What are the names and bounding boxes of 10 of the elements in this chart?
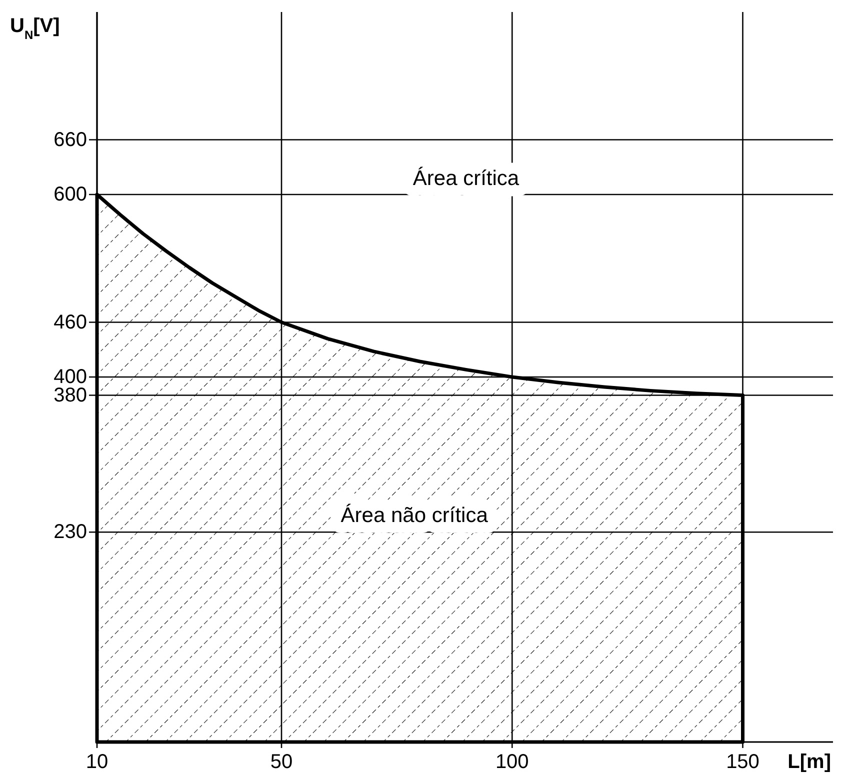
y-tick-label: 660 — [54, 128, 87, 151]
x-axis-title: L[m] — [788, 751, 831, 773]
y-axis-title: U$_{N}$[V] — [10, 15, 60, 42]
x-tick-label: 100 — [495, 751, 529, 773]
x-tick-label: 50 — [270, 751, 293, 773]
y-tick-label: 600 — [54, 184, 87, 206]
y-tick-label: 460 — [54, 311, 87, 334]
x-tick-label: 10 — [86, 751, 108, 773]
y-tick-label: 230 — [54, 521, 87, 544]
x-tick-label: 150 — [726, 751, 760, 773]
